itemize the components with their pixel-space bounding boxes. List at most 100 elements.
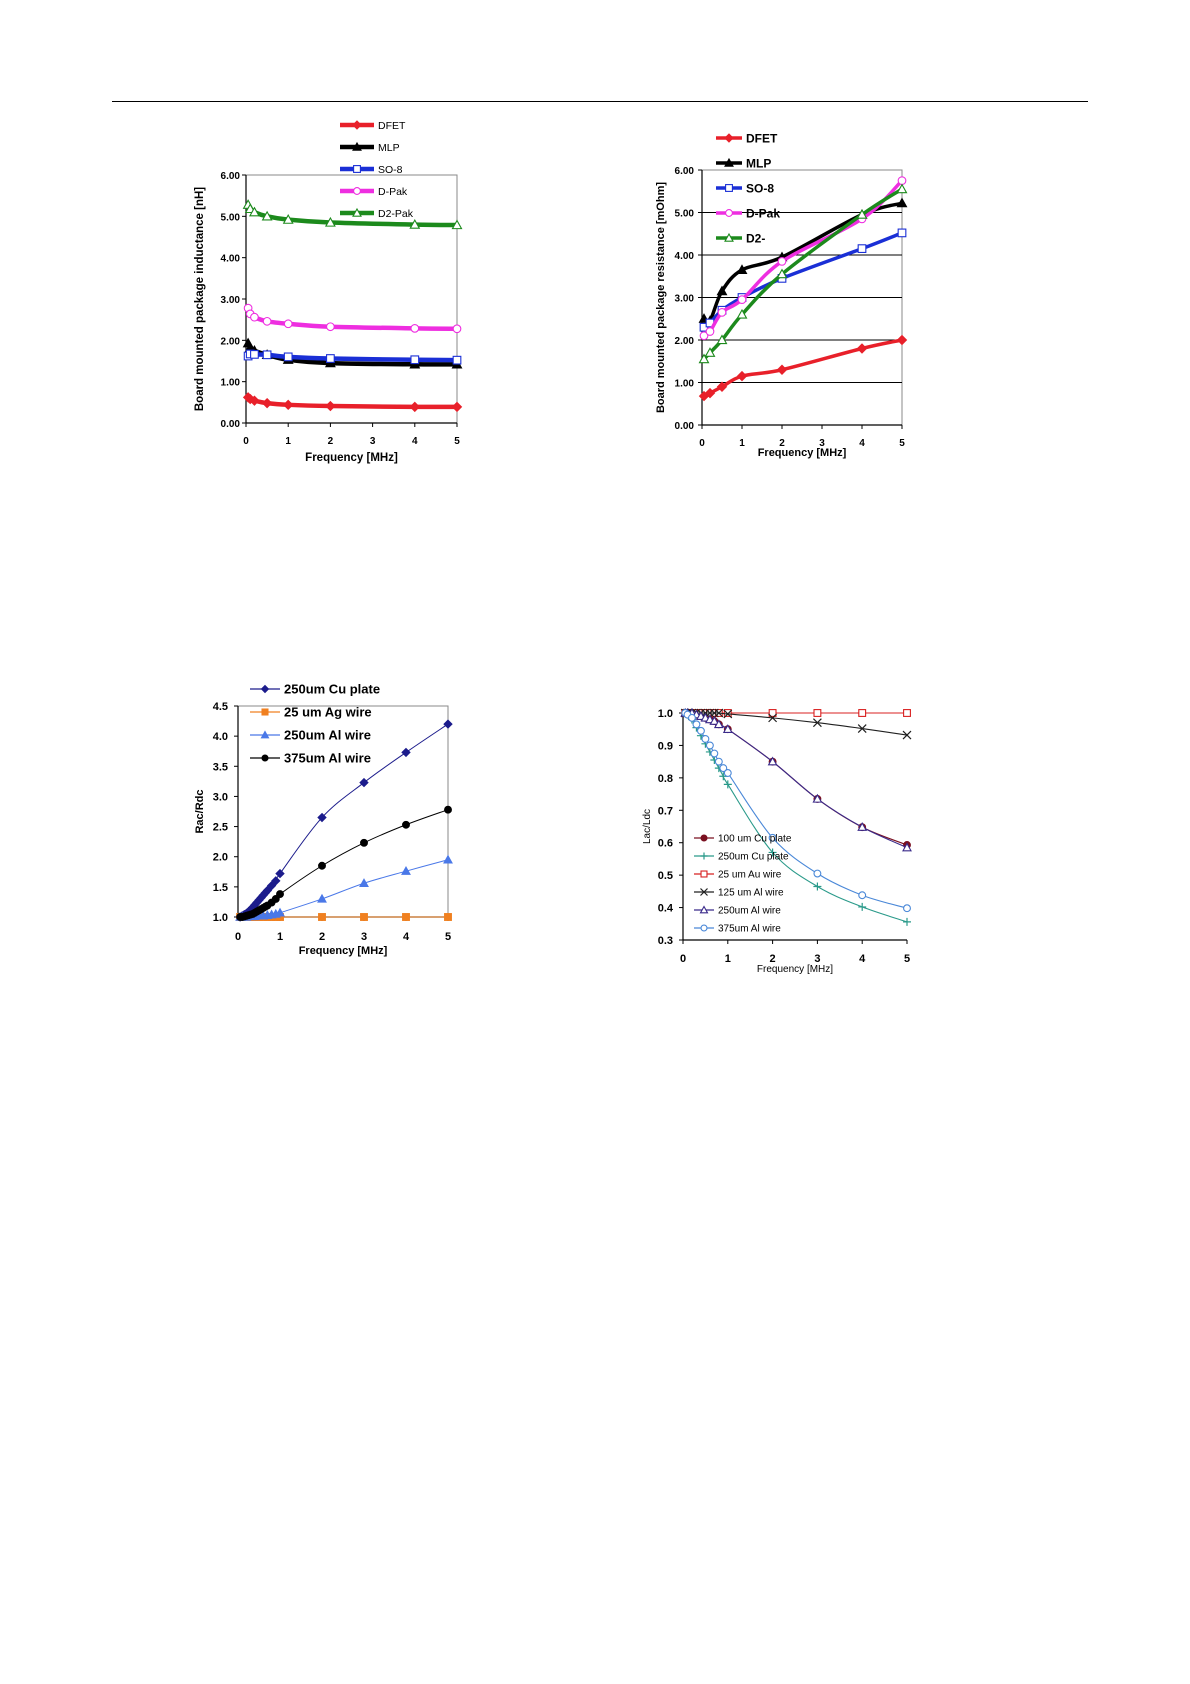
data-point — [714, 708, 724, 718]
data-point — [857, 822, 868, 831]
data-point — [856, 208, 868, 219]
data-point — [401, 866, 411, 875]
data-point — [812, 793, 823, 803]
data-point — [705, 741, 714, 750]
x-tick-label: 1 — [725, 953, 731, 965]
legend-label: 125 um Al wire — [718, 888, 784, 899]
series-d-pak — [699, 176, 907, 341]
x-tick-label: 4 — [403, 931, 410, 943]
data-point — [717, 307, 727, 317]
y-tick-label: 3.00 — [221, 295, 241, 306]
legend-marker — [700, 888, 708, 896]
data-point — [705, 708, 715, 718]
data-point — [768, 713, 778, 723]
x-tick-label: 1 — [739, 438, 745, 449]
data-point — [282, 214, 294, 224]
legend-label: 250um Al wire — [718, 906, 781, 917]
data-point — [262, 885, 273, 896]
x-tick-label: 1 — [285, 436, 291, 447]
data-point — [688, 713, 696, 722]
data-point — [813, 882, 822, 891]
data-point — [896, 183, 908, 194]
data-point — [903, 709, 911, 717]
data-point — [776, 268, 788, 279]
legend-marker — [261, 754, 269, 762]
data-point — [812, 718, 822, 728]
data-point — [444, 805, 452, 814]
y-axis-label: Board mounted package resistance [mOhm] — [655, 182, 667, 413]
data-point — [736, 308, 748, 319]
data-point — [903, 904, 911, 913]
legend-item-d2-pak: D2-Pak — [340, 208, 414, 220]
legend-item-so-8: SO-8 — [716, 181, 774, 195]
data-point — [768, 709, 777, 717]
data-point — [410, 323, 420, 333]
legend-marker — [699, 905, 709, 914]
data-point — [249, 206, 260, 217]
legend-label: 250um Cu plate — [718, 852, 789, 863]
y-tick-label: 2.5 — [213, 822, 228, 834]
data-point — [325, 400, 336, 412]
x-tick-label: 0 — [699, 438, 705, 449]
x-axis-label: Frequency [MHz] — [299, 945, 388, 957]
legend-label: 25 um Ag wire — [284, 705, 372, 720]
y-tick-label: 4.0 — [213, 731, 228, 743]
x-axis-label: Frequency [MHz] — [758, 447, 847, 459]
data-point — [360, 913, 368, 921]
data-point — [709, 708, 719, 718]
legend-marker — [725, 184, 733, 192]
data-point — [723, 709, 732, 717]
y-tick-label: 0.5 — [658, 870, 673, 882]
y-tick-label: 6.00 — [675, 166, 695, 177]
y-axis-label: Board mounted package inductance [nH] — [194, 187, 206, 411]
data-point — [714, 757, 723, 766]
data-point — [858, 709, 867, 717]
data-point — [701, 734, 710, 743]
series-d2 — [698, 183, 908, 364]
data-point — [696, 726, 705, 735]
data-point — [282, 399, 294, 411]
data-point — [451, 219, 463, 230]
data-point — [903, 917, 911, 926]
data-point — [856, 343, 868, 354]
data-point — [317, 812, 327, 823]
legend: 250um Cu plate 25 um Ag wire 250um Al wire… — [250, 682, 380, 766]
y-tick-label: 0.00 — [675, 421, 695, 432]
x-tick-label: 1 — [277, 931, 283, 943]
x-tick-label: 4 — [412, 436, 418, 447]
legend: DFET MLP SO-8 D-Pak D2- — [716, 131, 780, 245]
data-point — [813, 869, 822, 878]
legend-item-d-pak: D-Pak — [340, 186, 408, 198]
legend-label: MLP — [746, 156, 771, 170]
data-point — [768, 848, 777, 857]
y-tick-label: 0.4 — [658, 903, 674, 915]
data-point — [896, 197, 908, 208]
y-tick-label: 4.00 — [675, 251, 695, 262]
x-axis-label: Frequency [MHz] — [305, 452, 398, 464]
series-dfet — [698, 334, 908, 402]
data-point — [813, 709, 822, 717]
legend-item-d2: D2- — [716, 231, 765, 245]
data-point — [271, 894, 280, 903]
x-tick-label: 5 — [899, 438, 905, 449]
legend-item-375um-al-wire: 375um Al wire — [250, 751, 371, 766]
legend-label: DFET — [746, 131, 778, 145]
series-375um-al-wire — [236, 805, 452, 921]
legend-item-250um-al-wire: 250um Al wire — [694, 905, 781, 917]
x-tick-label: 2 — [319, 931, 325, 943]
data-point — [704, 387, 716, 399]
data-point — [324, 216, 336, 227]
data-point — [858, 891, 867, 900]
data-point — [857, 724, 867, 733]
data-point — [249, 395, 260, 406]
y-tick-label: 0.6 — [658, 838, 673, 850]
data-point — [699, 331, 709, 341]
legend-item-dfet: DFET — [340, 120, 406, 132]
data-point — [402, 820, 410, 829]
y-tick-label: 1.0 — [213, 912, 228, 924]
legend-item-250um-cu-plate: 250um Cu plate — [694, 852, 789, 863]
legend-marker — [725, 209, 733, 217]
y-axis-label: Rac/Rdc — [194, 789, 206, 833]
